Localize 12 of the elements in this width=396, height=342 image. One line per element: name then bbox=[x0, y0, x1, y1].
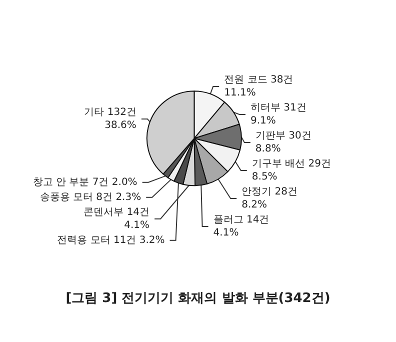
slice-label: 기타 132건 38.6% bbox=[84, 107, 136, 132]
slice-label: 히터부 31건 9.1% bbox=[250, 102, 306, 126]
slice-label: 콘덴서부 14건 4.1% bbox=[84, 206, 150, 231]
text: [그림 3] 전기기기 화재의 발화 부분(342건) bbox=[66, 291, 330, 306]
slice-label: 전력용 모터 11건 3.2% bbox=[57, 234, 165, 246]
slice-label: 기구부 배선 29건 8.5% bbox=[252, 158, 331, 182]
slice-label: 송풍용 모터 8건 2.3% bbox=[40, 192, 142, 203]
slice-label: 기판부 30건 8.8% bbox=[255, 130, 312, 154]
slice-label: 플러그 14건 4.1% bbox=[213, 214, 270, 238]
slice-label: 창고 안 부분 7건 2.0% bbox=[32, 176, 138, 188]
slice-label: 안정기 28건 8.2% bbox=[242, 186, 298, 210]
slice-label: 전원 코드 38건 11.1% bbox=[224, 74, 294, 98]
